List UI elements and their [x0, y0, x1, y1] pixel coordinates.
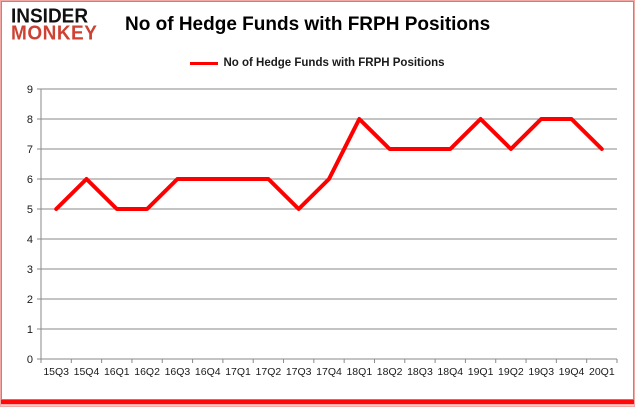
- chart-title: No of Hedge Funds with FRPH Positions: [125, 14, 491, 35]
- svg-text:16Q3: 16Q3: [165, 366, 191, 378]
- svg-text:16Q2: 16Q2: [134, 366, 160, 378]
- x-axis-labels: 15Q3 15Q4 16Q1 16Q2 16Q3 16Q4 17Q1 17Q2 17Q3 17Q4…: [43, 366, 615, 378]
- bottom-red-border: [1, 399, 634, 406]
- legend-label: No of Hedge Funds with FRPH Positions: [223, 57, 445, 69]
- svg-text:17Q4: 17Q4: [316, 366, 342, 378]
- svg-text:15Q4: 15Q4: [74, 366, 100, 378]
- logo-text-monkey: MONKEY: [11, 22, 98, 45]
- svg-text:6: 6: [27, 174, 33, 186]
- data-line-series: [54, 117, 604, 211]
- svg-text:1: 1: [27, 324, 33, 336]
- svg-text:0: 0: [27, 354, 33, 366]
- legend: No of Hedge Funds with FRPH Positions: [1, 57, 634, 69]
- svg-text:20Q1: 20Q1: [589, 366, 615, 378]
- svg-text:18Q3: 18Q3: [407, 366, 433, 378]
- svg-text:17Q2: 17Q2: [256, 366, 282, 378]
- gridlines: [37, 88, 617, 360]
- svg-text:17Q1: 17Q1: [225, 366, 251, 378]
- insider-monkey-logo: INSIDER MONKEY: [11, 5, 98, 45]
- logo-text-insider: INSIDER: [11, 5, 89, 28]
- svg-text:18Q1: 18Q1: [346, 366, 372, 378]
- svg-text:19Q3: 19Q3: [528, 366, 554, 378]
- svg-text:9: 9: [27, 84, 33, 96]
- svg-text:19Q2: 19Q2: [498, 366, 524, 378]
- x-axis-ticks: [40, 359, 618, 363]
- svg-text:18Q2: 18Q2: [377, 366, 403, 378]
- svg-text:4: 4: [27, 234, 33, 246]
- svg-text:16Q1: 16Q1: [104, 366, 130, 378]
- svg-text:7: 7: [27, 144, 33, 156]
- svg-text:16Q4: 16Q4: [195, 366, 221, 378]
- svg-text:3: 3: [27, 264, 33, 276]
- line-chart-plot-area: 0 1 2 3 4 5 6 7 8 9 15Q3 15Q4 16Q1 16Q2 16Q3 16Q4 17Q1 17…: [27, 84, 618, 378]
- legend-line-swatch-icon: [190, 61, 219, 65]
- svg-text:5: 5: [27, 204, 33, 216]
- svg-text:18Q4: 18Q4: [437, 366, 463, 378]
- svg-text:8: 8: [27, 114, 33, 126]
- svg-text:17Q3: 17Q3: [286, 366, 312, 378]
- svg-text:2: 2: [27, 294, 33, 306]
- svg-text:19Q1: 19Q1: [468, 366, 494, 378]
- y-axis-labels: 0 1 2 3 4 5 6 7 8 9: [27, 84, 33, 366]
- svg-text:19Q4: 19Q4: [559, 366, 585, 378]
- svg-text:15Q3: 15Q3: [43, 366, 69, 378]
